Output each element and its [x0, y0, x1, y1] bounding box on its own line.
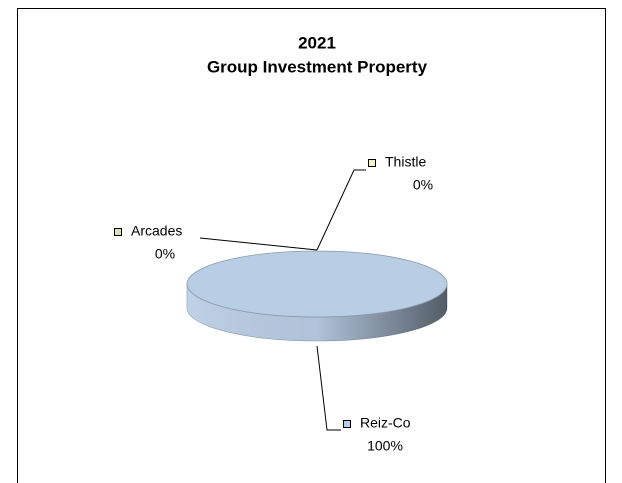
slice-name: Arcades [131, 223, 182, 239]
leader-line [316, 345, 341, 431]
slice-value-label: 0% [155, 246, 175, 262]
chart-frame [17, 8, 606, 483]
slice-name: Thistle [385, 154, 426, 170]
chart-title: 2021 [298, 33, 336, 52]
slice-value-label: 100% [367, 438, 403, 454]
slice-name: Reiz-Co [360, 415, 411, 431]
leader-line [199, 237, 318, 251]
chart-subtitle: Group Investment Property [207, 57, 428, 76]
leader-line [316, 169, 366, 251]
legend-swatch [368, 159, 376, 167]
pie-slice [186, 250, 448, 318]
legend-swatch [114, 228, 122, 236]
slice-value-label: 0% [413, 177, 433, 193]
legend-swatch [343, 420, 351, 428]
pie-side-shade [187, 284, 447, 341]
